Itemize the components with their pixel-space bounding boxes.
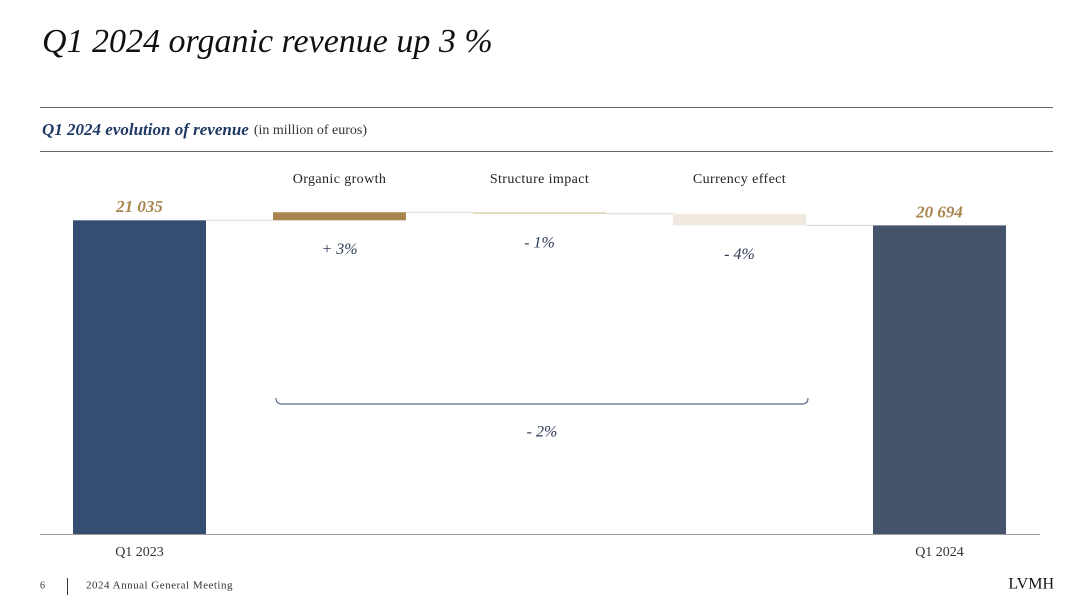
page-number: 6: [40, 580, 45, 591]
bar: [673, 213, 806, 226]
bar: [73, 220, 206, 534]
percent-label: - 1%: [524, 234, 555, 251]
value-label: 21 035: [115, 197, 163, 216]
bracket: [275, 397, 809, 405]
bar: [873, 225, 1006, 535]
footer-event: 2024 Annual General Meeting: [86, 580, 233, 592]
brand: LVMH: [1008, 576, 1054, 593]
chart-title: Q1 2024 evolution of revenue: [42, 120, 249, 139]
x-tick-label: Q1 2023: [115, 545, 164, 560]
chart-heading: Q1 2024 evolution of revenue (in million …: [42, 120, 367, 139]
chart-subtitle: (in million of euros): [254, 123, 367, 138]
percent-label: - 4%: [724, 246, 755, 263]
percent-label: + 3%: [321, 241, 357, 258]
plot: 21 035 Q1 2023 + 3% Organic growth - 1% Struc…: [40, 172, 1040, 560]
slide-title: Q1 2024 organic revenue up 3 %: [42, 23, 493, 60]
bar: [473, 212, 606, 214]
category-label: Structure impact: [490, 172, 589, 187]
category-label: Currency effect: [693, 172, 786, 187]
category-label: Organic growth: [293, 172, 387, 187]
bar: [273, 212, 406, 221]
value-label: 20 694: [915, 202, 963, 221]
x-tick-label: Q1 2024: [915, 545, 964, 560]
total-change-label: - 2%: [527, 424, 558, 441]
